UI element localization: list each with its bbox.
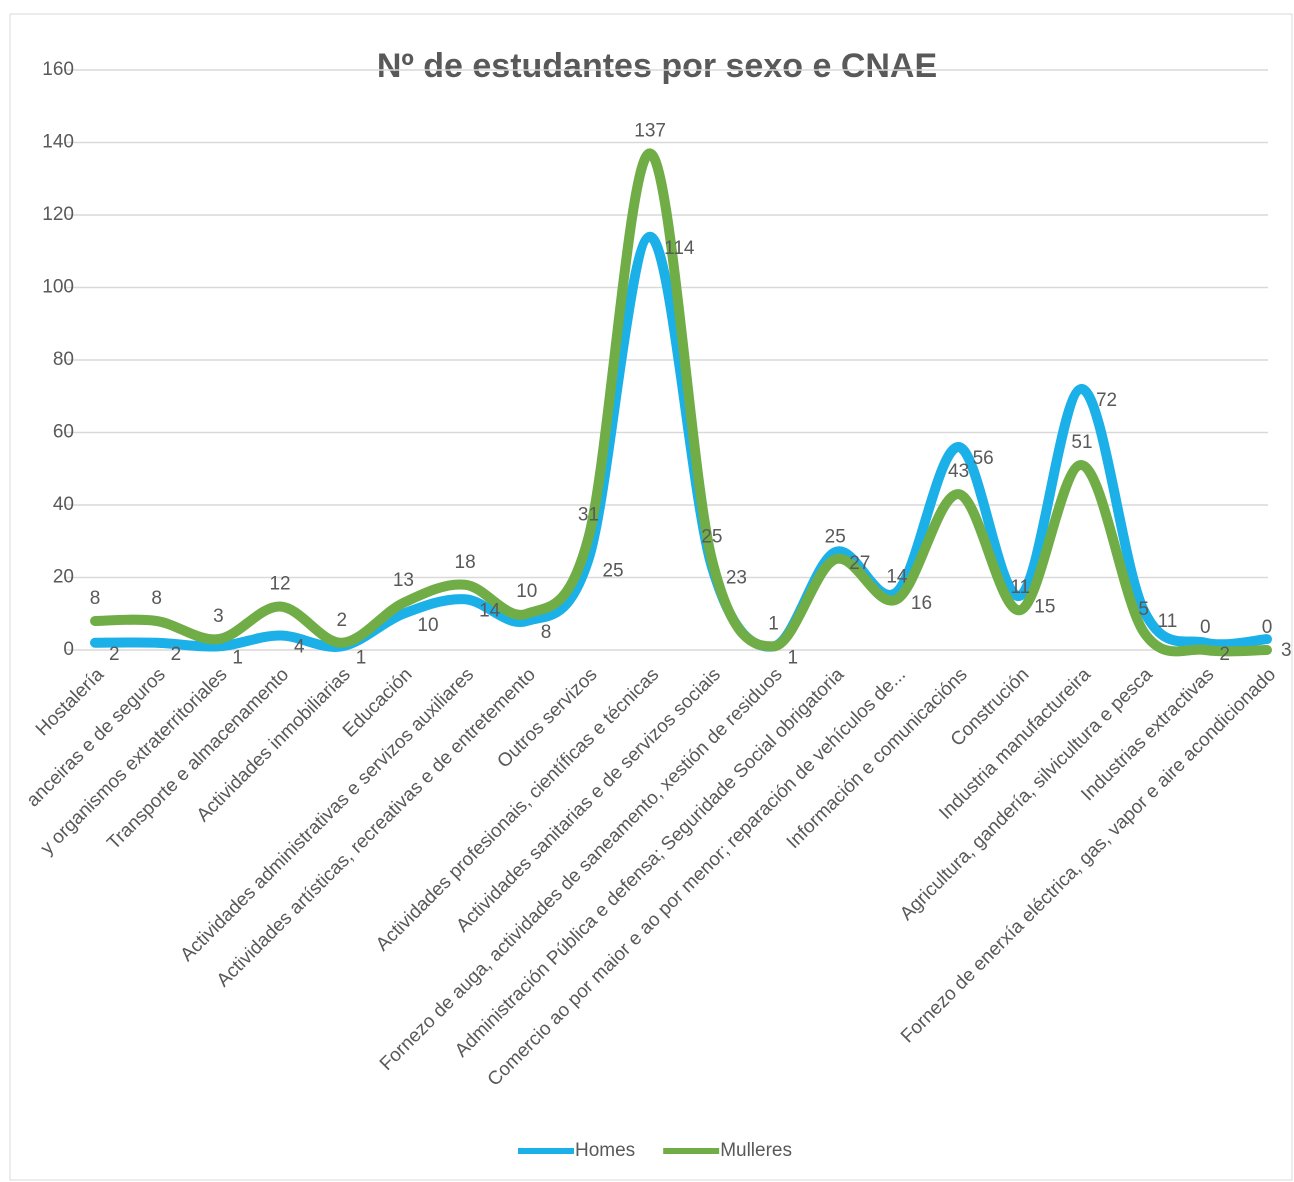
chart-title: Nº de estudantes por sexo e CNAE xyxy=(377,47,937,85)
y-tick-label: 140 xyxy=(42,132,74,153)
data-label: 0 xyxy=(1200,617,1211,638)
data-label: 3 xyxy=(1281,640,1292,661)
y-tick-label: 20 xyxy=(53,567,74,588)
data-label: 8 xyxy=(90,588,101,609)
data-label: 137 xyxy=(634,120,666,141)
chart-border xyxy=(9,13,1293,1181)
y-tick-label: 160 xyxy=(42,59,74,80)
data-label: 14 xyxy=(886,566,908,587)
x-tick-label: Fornezo de auga, actividades de saneamen… xyxy=(376,664,787,1075)
data-label: 11 xyxy=(1010,577,1030,598)
data-label: 1 xyxy=(356,647,367,668)
data-label: 10 xyxy=(516,581,537,602)
data-label: 43 xyxy=(948,461,969,482)
data-label: 11 xyxy=(1158,611,1178,632)
x-tick-label: Actividades profesionais, científicas e … xyxy=(372,664,663,955)
y-tick-label: 80 xyxy=(53,349,74,370)
data-label: 2 xyxy=(336,610,347,631)
y-tick-label: 100 xyxy=(42,277,74,298)
data-label: 27 xyxy=(849,553,870,574)
data-label: 1 xyxy=(788,647,799,668)
y-tick-label: 0 xyxy=(63,639,74,660)
data-label: 25 xyxy=(701,526,722,547)
data-label: 2 xyxy=(109,644,120,665)
data-label: 2 xyxy=(171,644,182,665)
series-line xyxy=(90,148,1272,657)
y-tick-label: 60 xyxy=(53,422,74,443)
data-label: 8 xyxy=(541,622,552,643)
data-label: 14 xyxy=(479,600,501,621)
data-label: 0 xyxy=(1262,617,1273,638)
data-label: 2 xyxy=(1219,644,1230,665)
data-label: 10 xyxy=(417,615,438,636)
data-label: 12 xyxy=(269,574,290,595)
data-label: 18 xyxy=(455,552,476,573)
data-label: 23 xyxy=(726,568,747,589)
data-label: 114 xyxy=(664,238,695,259)
data-label: 25 xyxy=(825,526,846,547)
legend-label: Homes xyxy=(575,1140,635,1161)
y-tick-label: 120 xyxy=(42,204,74,225)
data-label: 25 xyxy=(602,560,623,581)
data-label: 31 xyxy=(578,505,599,526)
data-label: 51 xyxy=(1071,432,1092,453)
data-label: 1 xyxy=(768,613,779,634)
data-label: 1 xyxy=(232,647,243,668)
data-label: 4 xyxy=(294,637,305,658)
x-tick-label: Actividades administrativas e servizos a… xyxy=(177,664,479,966)
data-label: 15 xyxy=(1034,597,1055,618)
legend-label: Mulleres xyxy=(720,1140,792,1161)
data-label: 72 xyxy=(1096,390,1117,411)
data-label: 5 xyxy=(1138,599,1149,620)
data-label: 3 xyxy=(213,606,224,627)
data-label: 16 xyxy=(911,593,932,614)
data-label: 13 xyxy=(393,570,414,591)
y-tick-label: 40 xyxy=(53,494,74,515)
data-label: 56 xyxy=(973,448,994,469)
data-label: 8 xyxy=(151,588,162,609)
